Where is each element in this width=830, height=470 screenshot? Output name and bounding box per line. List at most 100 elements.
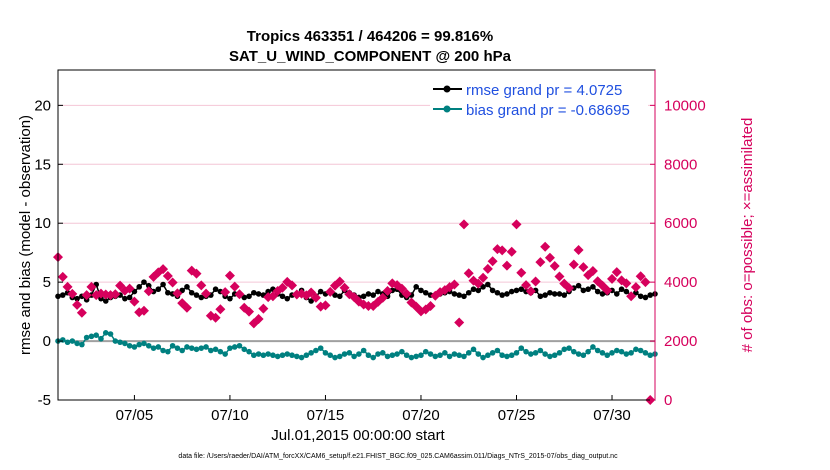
bias-point: [136, 341, 142, 348]
obs_assimilated-point: [640, 277, 651, 288]
bias-point: [475, 351, 482, 357]
bias-point: [74, 340, 80, 347]
bias-point: [265, 351, 271, 357]
bias-point: [642, 350, 649, 356]
bias-point: [489, 350, 496, 356]
obs_assimilated-point: [334, 276, 345, 287]
bias-point: [188, 345, 195, 351]
bias-point: [145, 342, 152, 349]
rmse-point: [136, 284, 142, 290]
obs_assimilated-point: [196, 280, 207, 291]
bias-point: [456, 352, 462, 359]
rmse-point: [74, 295, 80, 302]
rmse-point: [494, 289, 501, 296]
obs_assimilated-point: [287, 280, 298, 291]
obs_assimilated-point: [458, 219, 469, 230]
obs_assimilated-point: [158, 264, 169, 275]
rmse-point: [193, 292, 200, 298]
bias-point: [508, 352, 515, 359]
rmse-point: [227, 295, 233, 302]
y-tick-label: -5: [38, 392, 51, 409]
bias-point: [389, 352, 396, 359]
bias-point: [551, 352, 558, 359]
obs_assimilated-point: [602, 285, 613, 296]
obs_assimilated-point: [339, 282, 350, 293]
obs_assimilated-point: [535, 257, 546, 268]
bias-point: [303, 352, 310, 359]
obs_assimilated-point: [138, 305, 149, 316]
bias-point: [518, 345, 525, 351]
bias-point: [465, 350, 472, 356]
rmse-point: [284, 295, 291, 302]
bias-point: [360, 347, 367, 354]
bias-point: [289, 352, 295, 359]
rmse-point: [485, 281, 491, 288]
rmse-point: [518, 286, 525, 293]
bias-point: [93, 332, 100, 338]
y-tick-label: 10: [34, 215, 51, 232]
bias-point: [356, 351, 362, 357]
bias-point: [198, 345, 205, 351]
obs_assimilated-point: [630, 282, 641, 293]
bias-point: [131, 344, 138, 350]
obs_assimilated-point: [143, 286, 154, 297]
bias-point: [532, 350, 539, 356]
obs_assimilated-point: [473, 278, 484, 289]
obs_assimilated-point: [377, 292, 388, 303]
y-right-tick-label: 2000: [664, 333, 697, 350]
legend-rmse-label: rmse grand pr = 4.0725: [466, 82, 622, 99]
bias-point: [537, 347, 544, 354]
obs_assimilated-point: [191, 268, 202, 279]
bias-point: [79, 341, 85, 348]
bias-point: [160, 347, 166, 354]
bias-point: [609, 350, 615, 356]
rmse-point: [98, 295, 104, 302]
bias-point: [480, 354, 486, 361]
bias-point: [408, 354, 415, 361]
rmse-point: [508, 288, 515, 295]
rmse-point: [165, 289, 171, 296]
bias-point: [633, 346, 639, 353]
obs_assimilated-point: [540, 241, 551, 252]
rmse-point: [556, 291, 563, 297]
rmse-point: [623, 288, 630, 295]
bias-point: [413, 353, 420, 360]
rmse-point: [461, 293, 467, 300]
obs_assimilated-point: [172, 288, 183, 299]
rmse-point: [489, 287, 496, 294]
bias-point: [594, 347, 601, 354]
bias-point: [351, 353, 357, 360]
rmse-point: [647, 292, 654, 298]
bias-point: [590, 344, 596, 350]
rmse-point: [542, 292, 548, 298]
rmse-point: [451, 291, 458, 297]
legend-box: [430, 76, 648, 120]
rmse-point: [255, 291, 262, 297]
bias-point: [203, 344, 209, 350]
bias-point: [251, 352, 257, 359]
rmse-point: [126, 294, 133, 301]
rmse-point: [246, 293, 252, 300]
obs_assimilated-point: [568, 259, 579, 270]
rmse-point: [336, 293, 343, 300]
bias-point: [193, 346, 200, 353]
obs_assimilated-point: [62, 281, 73, 292]
bias-point: [102, 330, 109, 336]
rmse-point: [265, 288, 271, 295]
rmse-point: [413, 284, 420, 290]
bias-point: [83, 334, 90, 341]
bias-point: [274, 353, 281, 360]
rmse-point: [594, 288, 601, 295]
bias-point: [64, 339, 71, 346]
rmse-point: [513, 287, 520, 294]
bias-point: [227, 345, 233, 351]
obs_assimilated-point: [573, 245, 584, 256]
obs_assimilated-point: [478, 272, 489, 283]
bias-point: [528, 351, 534, 357]
bias-point: [107, 331, 114, 337]
rmse-point: [212, 286, 219, 293]
bias-point: [294, 353, 300, 360]
obs_assimilated-point: [81, 290, 92, 301]
bias-point: [375, 351, 381, 357]
obs_assimilated-point: [454, 317, 465, 328]
